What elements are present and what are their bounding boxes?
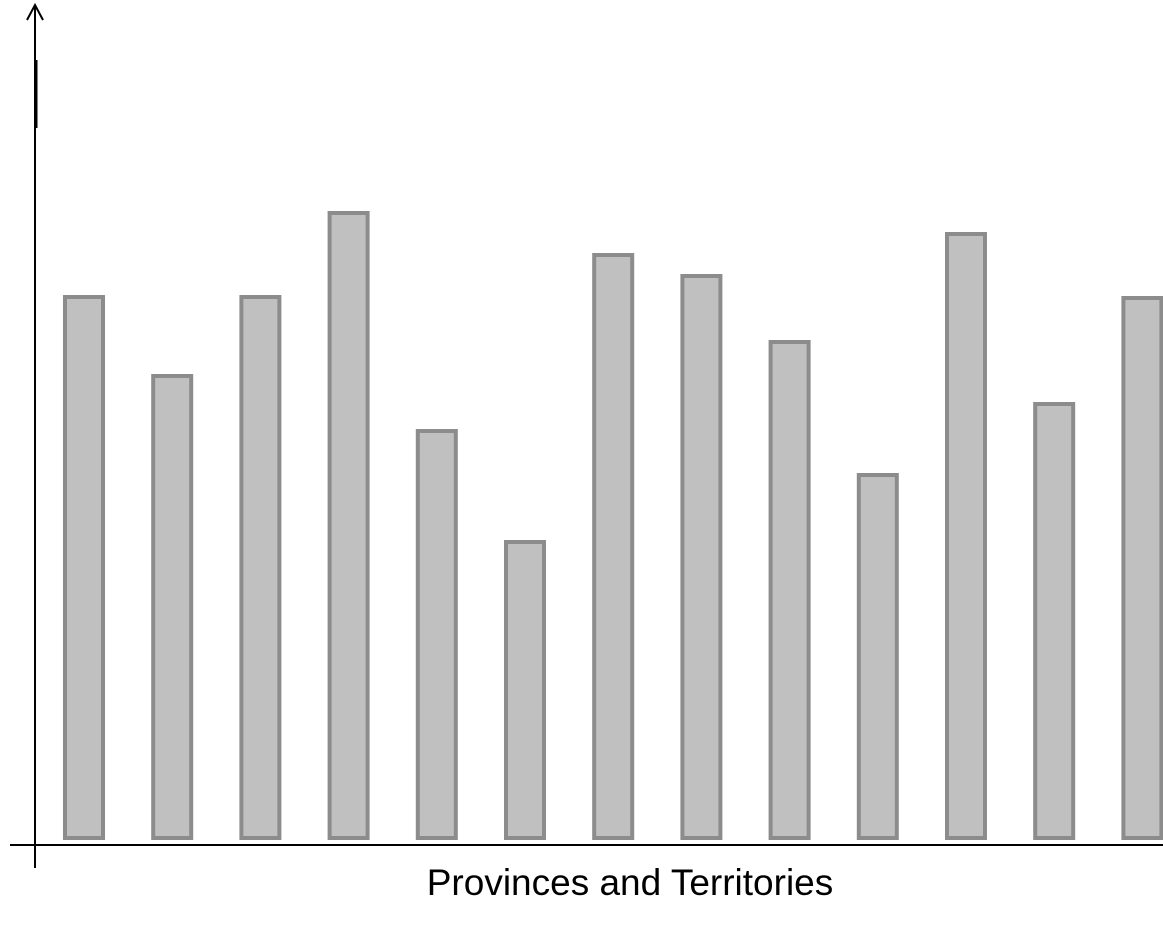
bar: [1033, 402, 1076, 840]
bar: [856, 473, 899, 840]
y-axis-arrow: [26, 2, 44, 21]
bar: [504, 540, 546, 840]
bar: [239, 295, 282, 840]
bar: [945, 232, 987, 840]
bar: [680, 274, 723, 840]
bar: [768, 340, 811, 840]
bar: [327, 211, 370, 840]
bar: [592, 253, 635, 840]
x-axis-label: Provinces and Territories: [427, 862, 834, 903]
bar: [1121, 296, 1163, 840]
bar: [151, 374, 194, 840]
bar: [415, 429, 458, 840]
bar: [63, 295, 105, 840]
